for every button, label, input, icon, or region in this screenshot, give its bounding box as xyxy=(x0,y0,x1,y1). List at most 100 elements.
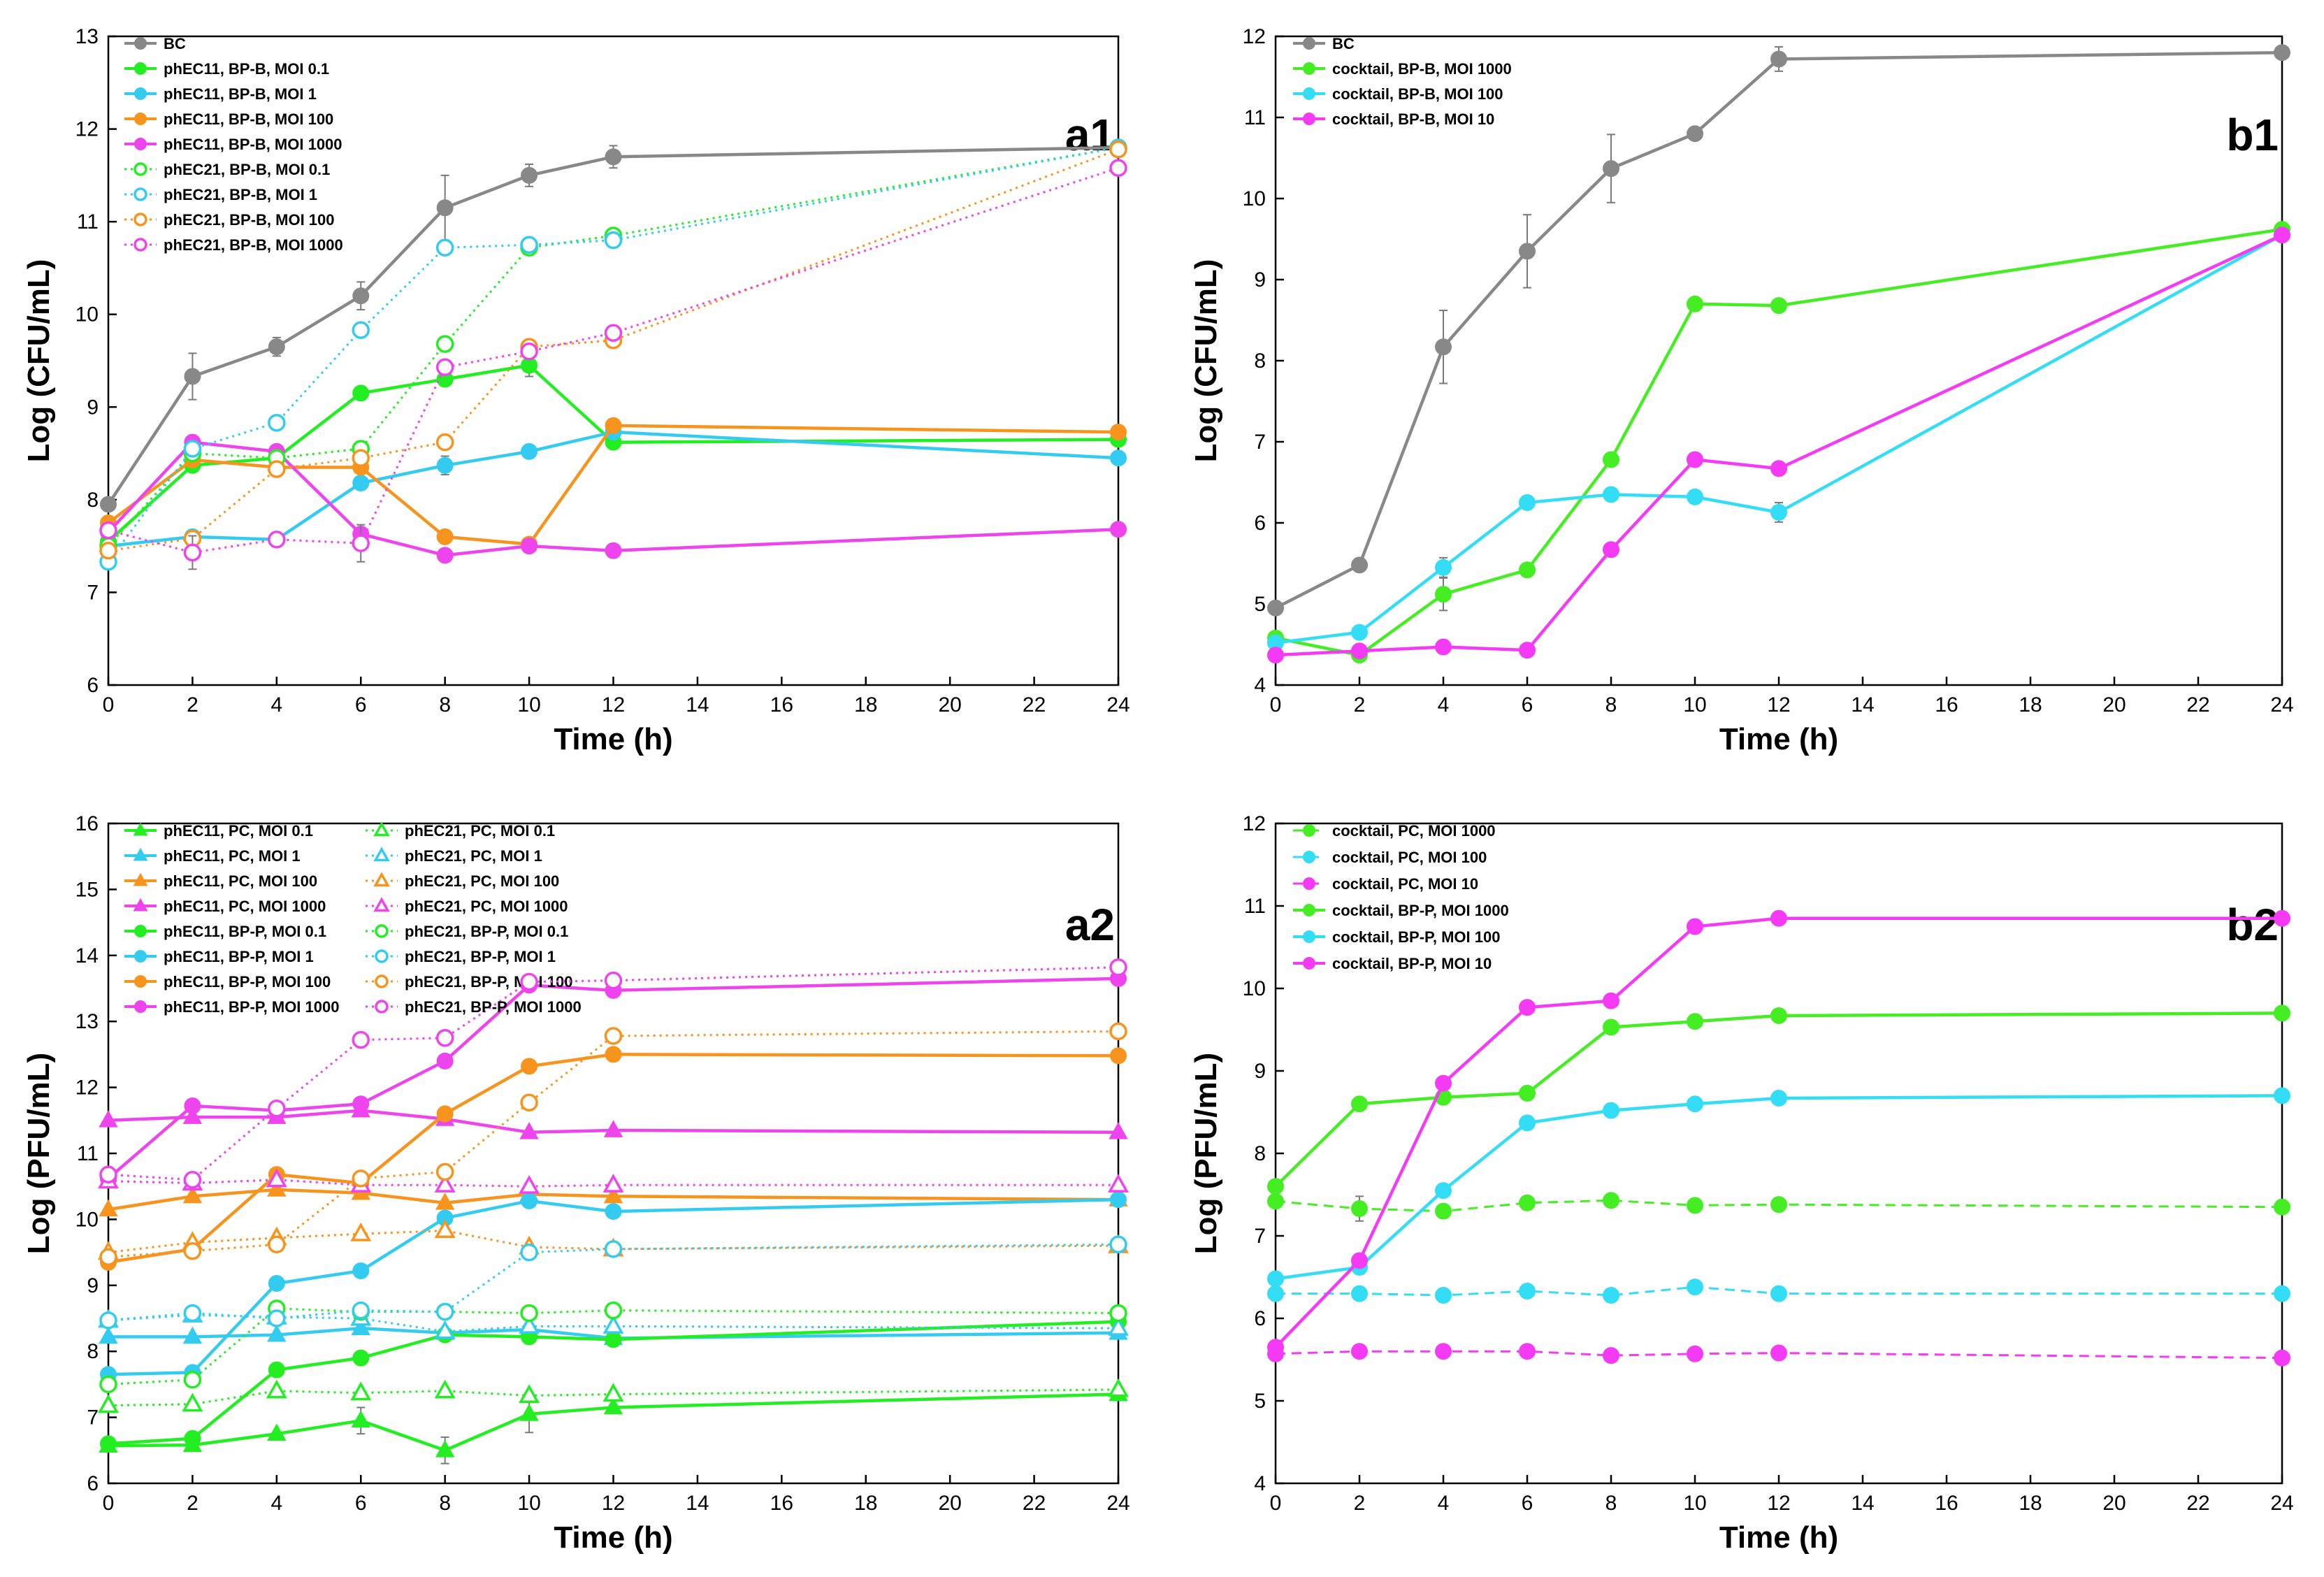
y-axis-title: Log (PFU/mL) xyxy=(22,1053,56,1254)
data-point xyxy=(182,1326,203,1344)
series-phec21-bp-b-moi-100 xyxy=(99,140,1127,560)
legend-entry: phEC21, BP-P, MOI 0.1 xyxy=(366,923,568,940)
x-tick-label: 18 xyxy=(854,1492,877,1515)
x-tick-label: 6 xyxy=(355,693,367,717)
data-point xyxy=(183,1171,202,1189)
data-point xyxy=(1435,1074,1452,1092)
legend-marker xyxy=(1303,62,1315,75)
data-point xyxy=(1687,1095,1703,1113)
data-point xyxy=(1519,243,1536,260)
data-point xyxy=(99,1375,117,1394)
data-point xyxy=(352,1169,370,1188)
legend-label: cocktail, PC, MOI 10 xyxy=(1332,875,1478,893)
legend-entry: phEC21, PC, MOI 1000 xyxy=(366,897,568,915)
data-point xyxy=(183,1371,202,1389)
x-tick-label: 20 xyxy=(2102,693,2125,717)
legend-marker xyxy=(133,847,148,861)
x-tick-label: 8 xyxy=(1605,1492,1617,1515)
legend-entry: phEC21, BP-B, MOI 1 xyxy=(124,186,317,203)
data-point xyxy=(519,1404,539,1421)
data-point xyxy=(1687,488,1703,505)
data-point xyxy=(1109,1304,1127,1323)
data-point xyxy=(1267,647,1284,664)
series-line xyxy=(108,1053,1119,1264)
data-point xyxy=(519,1315,540,1334)
data-point xyxy=(1770,297,1787,315)
data-point xyxy=(268,1235,286,1254)
series-line xyxy=(108,1320,1119,1446)
panel-label: a1 xyxy=(1065,110,1115,160)
series-line xyxy=(108,966,1119,1181)
data-point xyxy=(604,324,623,342)
x-tick-label: 16 xyxy=(1935,693,1958,717)
data-point xyxy=(1603,1102,1619,1119)
data-point xyxy=(1109,1022,1127,1041)
legend-entry: phEC21, BP-B, MOI 100 xyxy=(124,211,335,229)
x-axis-title: Time (h) xyxy=(1719,1520,1838,1555)
legend-label: phEC11, BP-B, MOI 100 xyxy=(164,110,333,128)
legend-label: phEC11, BP-P, MOI 1000 xyxy=(164,998,339,1016)
y-tick-label: 16 xyxy=(75,812,99,835)
legend-label: phEC11, BP-B, MOI 0.1 xyxy=(164,60,329,78)
legend-entry: phEC21, PC, MOI 1 xyxy=(366,847,542,865)
data-point xyxy=(1519,999,1536,1016)
data-point xyxy=(1770,1285,1787,1302)
legend-entry: phEC11, BP-B, MOI 0.1 xyxy=(124,60,329,78)
y-tick-label: 11 xyxy=(77,210,99,233)
x-tick-label: 6 xyxy=(355,1492,367,1515)
y-tick-label: 7 xyxy=(1254,431,1266,454)
legend-marker xyxy=(133,898,148,912)
data-point xyxy=(1770,503,1787,521)
x-tick-label: 22 xyxy=(1023,1492,1046,1515)
data-point xyxy=(435,1440,455,1457)
legend-label: cocktail, PC, MOI 100 xyxy=(1332,849,1487,866)
legend-entry: phEC21, BP-B, MOI 0.1 xyxy=(124,161,330,178)
data-point xyxy=(1603,1286,1619,1304)
legend-entry: BC xyxy=(1293,35,1355,52)
series-line xyxy=(108,1197,1119,1376)
legend-label: phEC11, BP-B, MOI 1 xyxy=(164,85,317,103)
legend-label: phEC11, PC, MOI 100 xyxy=(164,872,317,890)
series-line xyxy=(1275,233,2283,645)
y-tick-label: 10 xyxy=(75,303,99,326)
legend-label: phEC21, BP-P, MOI 1000 xyxy=(405,998,582,1016)
legend-marker xyxy=(134,87,147,100)
data-point xyxy=(605,1203,622,1220)
data-point xyxy=(604,231,623,250)
data-point xyxy=(352,384,370,402)
data-point xyxy=(1687,1013,1703,1030)
series-line xyxy=(107,363,1119,543)
data-point xyxy=(1603,1192,1619,1209)
data-point xyxy=(1435,1182,1452,1200)
legend-entry: cocktail, BP-B, MOI 10 xyxy=(1293,110,1494,128)
x-tick-label: 6 xyxy=(1522,693,1533,717)
series-line xyxy=(107,977,1119,1180)
data-point xyxy=(435,358,454,377)
legend-marker xyxy=(373,847,390,862)
data-point xyxy=(604,1240,623,1258)
x-tick-label: 14 xyxy=(686,693,709,717)
legend-marker xyxy=(134,62,147,75)
x-tick-label: 14 xyxy=(1851,1492,1874,1515)
data-point xyxy=(352,321,370,340)
x-tick-label: 16 xyxy=(1935,1492,1958,1515)
data-point xyxy=(1519,1114,1536,1132)
legend-label: cocktail, PC, MOI 1000 xyxy=(1332,822,1496,840)
data-point xyxy=(521,166,538,184)
data-point xyxy=(268,1309,286,1327)
y-tick-label: 8 xyxy=(1254,1142,1266,1165)
series-phec21-bp-p-moi-100 xyxy=(99,1022,1127,1266)
legend-entry: phEC21, BP-P, MOI 1 xyxy=(366,948,556,965)
data-point xyxy=(1603,1347,1619,1364)
y-tick-label: 9 xyxy=(87,396,99,419)
y-tick-label: 13 xyxy=(75,25,99,48)
y-axis-title: Log (CFU/mL) xyxy=(1189,259,1223,463)
data-point xyxy=(521,1058,538,1075)
series-line xyxy=(107,146,1119,563)
data-point xyxy=(1687,1197,1703,1214)
y-tick-label: 6 xyxy=(1254,1307,1266,1330)
series-phec21-bp-b-moi-1000 xyxy=(99,159,1127,570)
